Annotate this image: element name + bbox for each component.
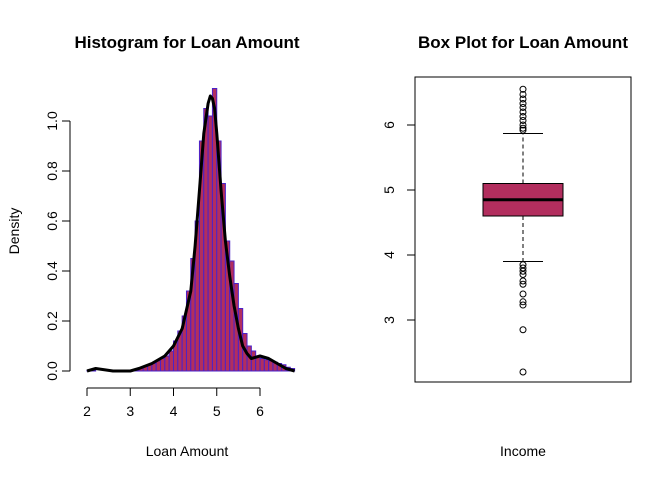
outlier-point [519, 95, 527, 103]
outlier-point [519, 298, 527, 306]
outlier-point [519, 108, 527, 116]
outlier-point [519, 116, 527, 124]
outlier-point [519, 290, 527, 298]
outlier-point [519, 100, 527, 108]
y-tick-label: 3 [381, 316, 397, 324]
outlier-point [519, 126, 527, 134]
density-curve [86, 94, 296, 373]
boxplot-title: Box Plot for Loan Amount [418, 33, 628, 52]
y-tick-label: 0.0 [44, 361, 60, 381]
outlier-point [519, 121, 527, 129]
outlier-point [519, 124, 527, 132]
x-tick-label: 3 [126, 403, 134, 419]
histogram-y-label: Density [6, 208, 22, 255]
outlier-point [519, 277, 527, 285]
outlier-point [519, 90, 527, 98]
y-tick-label: 0.6 [44, 211, 60, 231]
boxplot-x-label: Income [500, 443, 546, 459]
y-tick-label: 5 [381, 186, 397, 194]
y-tick-label: 4 [381, 251, 397, 259]
x-tick-label: 6 [256, 403, 264, 419]
histogram-x-axis: 2 3 4 5 6 [83, 387, 264, 419]
histogram-panel: Histogram for Loan Amount 0.00.20.40.60.… [6, 33, 300, 459]
outlier-point [519, 368, 527, 376]
outlier-point [519, 301, 527, 309]
y-tick-label: 0.2 [44, 311, 60, 331]
outlier-point [519, 103, 527, 111]
histogram-bar [155, 360, 162, 372]
outlier-point [519, 267, 527, 275]
outlier-point [519, 113, 527, 121]
outlier-point [519, 280, 527, 288]
histogram-y-axis: 0.0 0.2 0.4 0.6 0.8 1.0 [44, 111, 71, 381]
y-tick-label: 0.8 [44, 161, 60, 181]
histogram-bars [86, 88, 296, 372]
histogram-bar [268, 360, 274, 372]
outlier-point [519, 326, 527, 334]
histogram-title: Histogram for Loan Amount [74, 33, 299, 52]
x-tick-label: 4 [170, 403, 178, 419]
histogram-bar [207, 115, 213, 372]
histogram-bar [263, 359, 270, 372]
boxplot-y-axis: 3 4 5 6 [381, 121, 416, 324]
y-tick-label: 6 [381, 121, 397, 129]
x-tick-label: 2 [83, 403, 91, 419]
histogram-bar [259, 358, 265, 372]
boxplot-frame [414, 76, 632, 383]
histogram-x-label: Loan Amount [146, 443, 229, 459]
histogram-bar [168, 350, 175, 372]
boxplot-panel: Box Plot for Loan Amount 3 4 5 6 Income [381, 33, 632, 459]
histogram-bar [164, 355, 170, 372]
histogram-bar [250, 350, 257, 372]
x-tick-label: 5 [213, 403, 221, 419]
y-tick-label: 1.0 [44, 111, 60, 131]
boxplot-elements [482, 85, 564, 376]
outlier-point [519, 85, 527, 93]
y-tick-label: 0.4 [44, 261, 60, 281]
histogram-bar [203, 108, 209, 372]
histogram-bar [160, 358, 166, 372]
